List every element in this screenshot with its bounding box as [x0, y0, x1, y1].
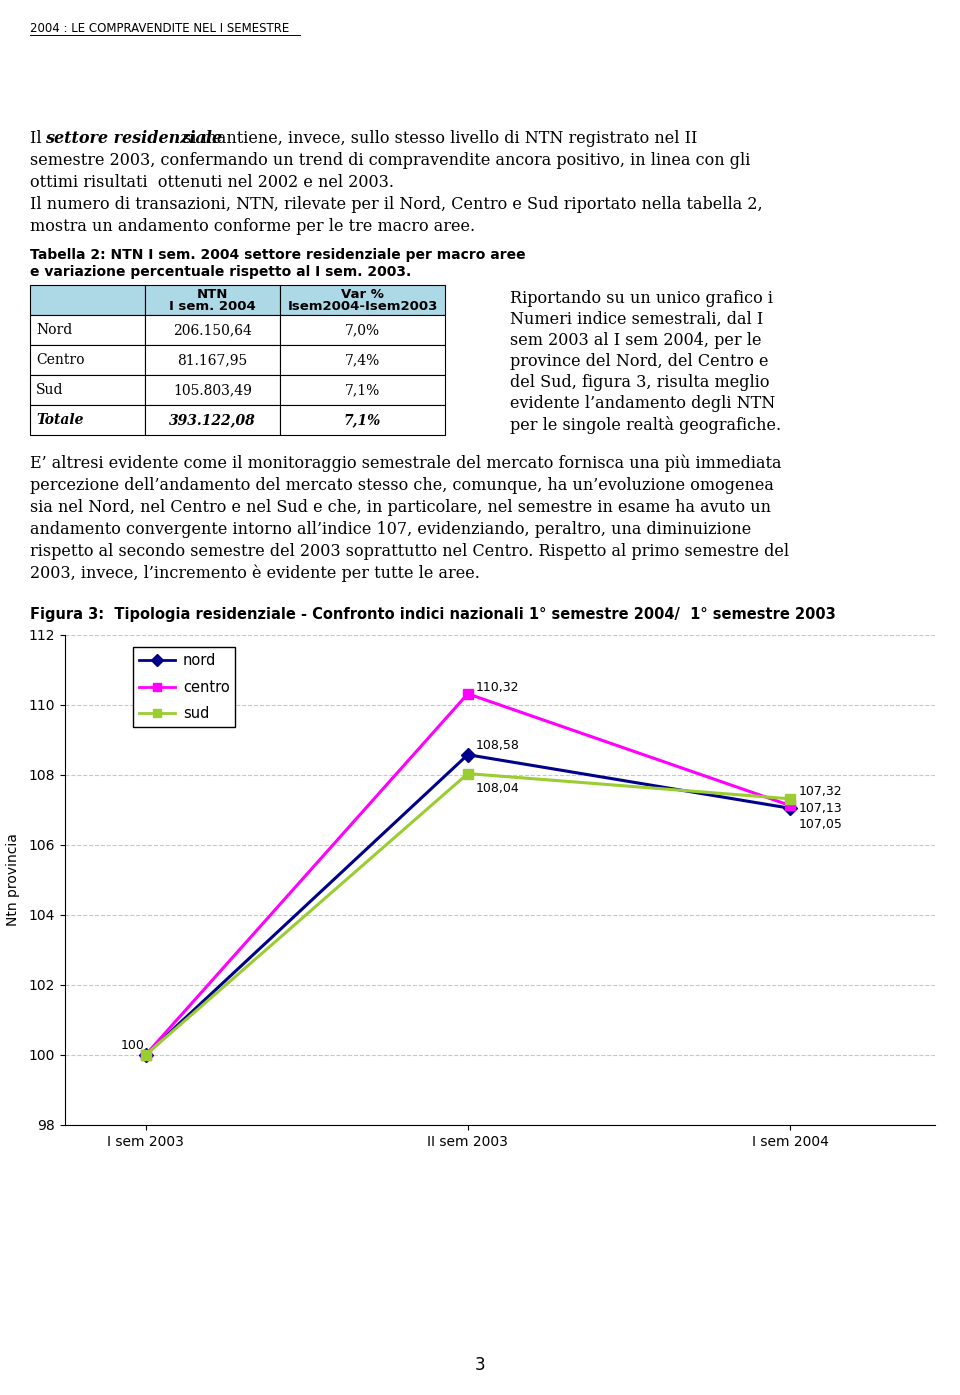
- Text: evidente l’andamento degli NTN: evidente l’andamento degli NTN: [510, 395, 776, 412]
- Text: settore residenziale: settore residenziale: [45, 130, 222, 146]
- Text: NTN: NTN: [197, 289, 228, 301]
- Text: 7,1%: 7,1%: [344, 413, 381, 427]
- Bar: [30, 315, 145, 345]
- Text: Figura 3:  Tipologia residenziale - Confronto indici nazionali 1° semestre 2004/: Figura 3: Tipologia residenziale - Confr…: [30, 607, 836, 622]
- Text: 7,1%: 7,1%: [345, 384, 380, 398]
- Bar: [30, 345, 145, 375]
- Text: per le singole realtà geografiche.: per le singole realtà geografiche.: [510, 416, 781, 434]
- Text: percezione dell’andamento del mercato stesso che, comunque, ha un’evoluzione omo: percezione dell’andamento del mercato st…: [30, 477, 774, 494]
- Text: mostra un andamento conforme per le tre macro aree.: mostra un andamento conforme per le tre …: [30, 218, 475, 234]
- Text: 2004 : LE COMPRAVENDITE NEL I SEMESTRE: 2004 : LE COMPRAVENDITE NEL I SEMESTRE: [30, 22, 289, 35]
- Bar: [30, 405, 145, 435]
- Text: Centro: Centro: [36, 353, 84, 367]
- Bar: [145, 345, 280, 375]
- Text: Nord: Nord: [36, 324, 72, 338]
- Text: province del Nord, del Centro e: province del Nord, del Centro e: [510, 353, 769, 370]
- Text: Isem2004-Isem2003: Isem2004-Isem2003: [287, 300, 438, 314]
- Bar: [145, 375, 280, 405]
- Text: Numeri indice semestrali, dal I: Numeri indice semestrali, dal I: [510, 311, 763, 328]
- Bar: [280, 345, 445, 375]
- Text: del Sud, figura 3, risulta meglio: del Sud, figura 3, risulta meglio: [510, 374, 770, 391]
- Text: Tabella 2: NTN I sem. 2004 settore residenziale per macro aree: Tabella 2: NTN I sem. 2004 settore resid…: [30, 248, 526, 262]
- Bar: [30, 285, 145, 315]
- Text: 7,0%: 7,0%: [345, 324, 380, 338]
- Text: 206.150,64: 206.150,64: [173, 324, 252, 338]
- Text: si mantiene, invece, sullo stesso livello di NTN registrato nel II: si mantiene, invece, sullo stesso livell…: [178, 130, 697, 146]
- Text: 393.122,08: 393.122,08: [169, 413, 256, 427]
- Y-axis label: Ntn provincia: Ntn provincia: [7, 834, 20, 926]
- Text: sia nel Nord, nel Centro e nel Sud e che, in particolare, nel semestre in esame : sia nel Nord, nel Centro e nel Sud e che…: [30, 499, 771, 516]
- Text: 81.167,95: 81.167,95: [178, 353, 248, 367]
- Bar: [30, 375, 145, 405]
- Text: E’ altresi evidente come il monitoraggio semestrale del mercato fornisca una più: E’ altresi evidente come il monitoraggio…: [30, 455, 781, 473]
- Text: Var %: Var %: [341, 289, 384, 301]
- Text: ottimi risultati  ottenuti nel 2002 e nel 2003.: ottimi risultati ottenuti nel 2002 e nel…: [30, 174, 394, 191]
- Bar: [280, 375, 445, 405]
- Text: semestre 2003, confermando un trend di compravendite ancora positivo, in linea c: semestre 2003, confermando un trend di c…: [30, 152, 751, 169]
- Text: Riportando su un unico grafico i: Riportando su un unico grafico i: [510, 290, 773, 307]
- Text: Sud: Sud: [36, 384, 63, 398]
- Text: 108,58: 108,58: [476, 739, 520, 752]
- Text: andamento convergente intorno all’indice 107, evidenziando, peraltro, una diminu: andamento convergente intorno all’indice…: [30, 520, 752, 538]
- Text: 107,13: 107,13: [799, 802, 842, 816]
- Bar: [145, 405, 280, 435]
- Text: 110,32: 110,32: [476, 681, 519, 695]
- Text: sem 2003 al I sem 2004, per le: sem 2003 al I sem 2004, per le: [510, 332, 761, 349]
- Bar: [280, 315, 445, 345]
- Text: 100: 100: [121, 1039, 144, 1052]
- Text: 108,04: 108,04: [476, 781, 520, 795]
- Bar: [280, 285, 445, 315]
- Bar: [145, 315, 280, 345]
- Text: Il numero di transazioni, NTN, rilevate per il Nord, Centro e Sud riportato nell: Il numero di transazioni, NTN, rilevate …: [30, 197, 762, 213]
- Text: 107,05: 107,05: [799, 817, 842, 830]
- Legend: nord, centro, sud: nord, centro, sud: [133, 647, 235, 727]
- Text: rispetto al secondo semestre del 2003 soprattutto nel Centro. Rispetto al primo : rispetto al secondo semestre del 2003 so…: [30, 543, 789, 559]
- Text: Totale: Totale: [36, 413, 84, 427]
- Text: 7,4%: 7,4%: [345, 353, 380, 367]
- Text: e variazione percentuale rispetto al I sem. 2003.: e variazione percentuale rispetto al I s…: [30, 265, 411, 279]
- Text: Il: Il: [30, 130, 47, 146]
- Text: I sem. 2004: I sem. 2004: [169, 300, 256, 314]
- Bar: [280, 405, 445, 435]
- Text: 2003, invece, l’incremento è evidente per tutte le aree.: 2003, invece, l’incremento è evidente pe…: [30, 565, 480, 583]
- Bar: [145, 285, 280, 315]
- Text: 3: 3: [474, 1356, 486, 1374]
- Text: 105.803,49: 105.803,49: [173, 384, 252, 398]
- Text: 107,32: 107,32: [799, 784, 842, 798]
